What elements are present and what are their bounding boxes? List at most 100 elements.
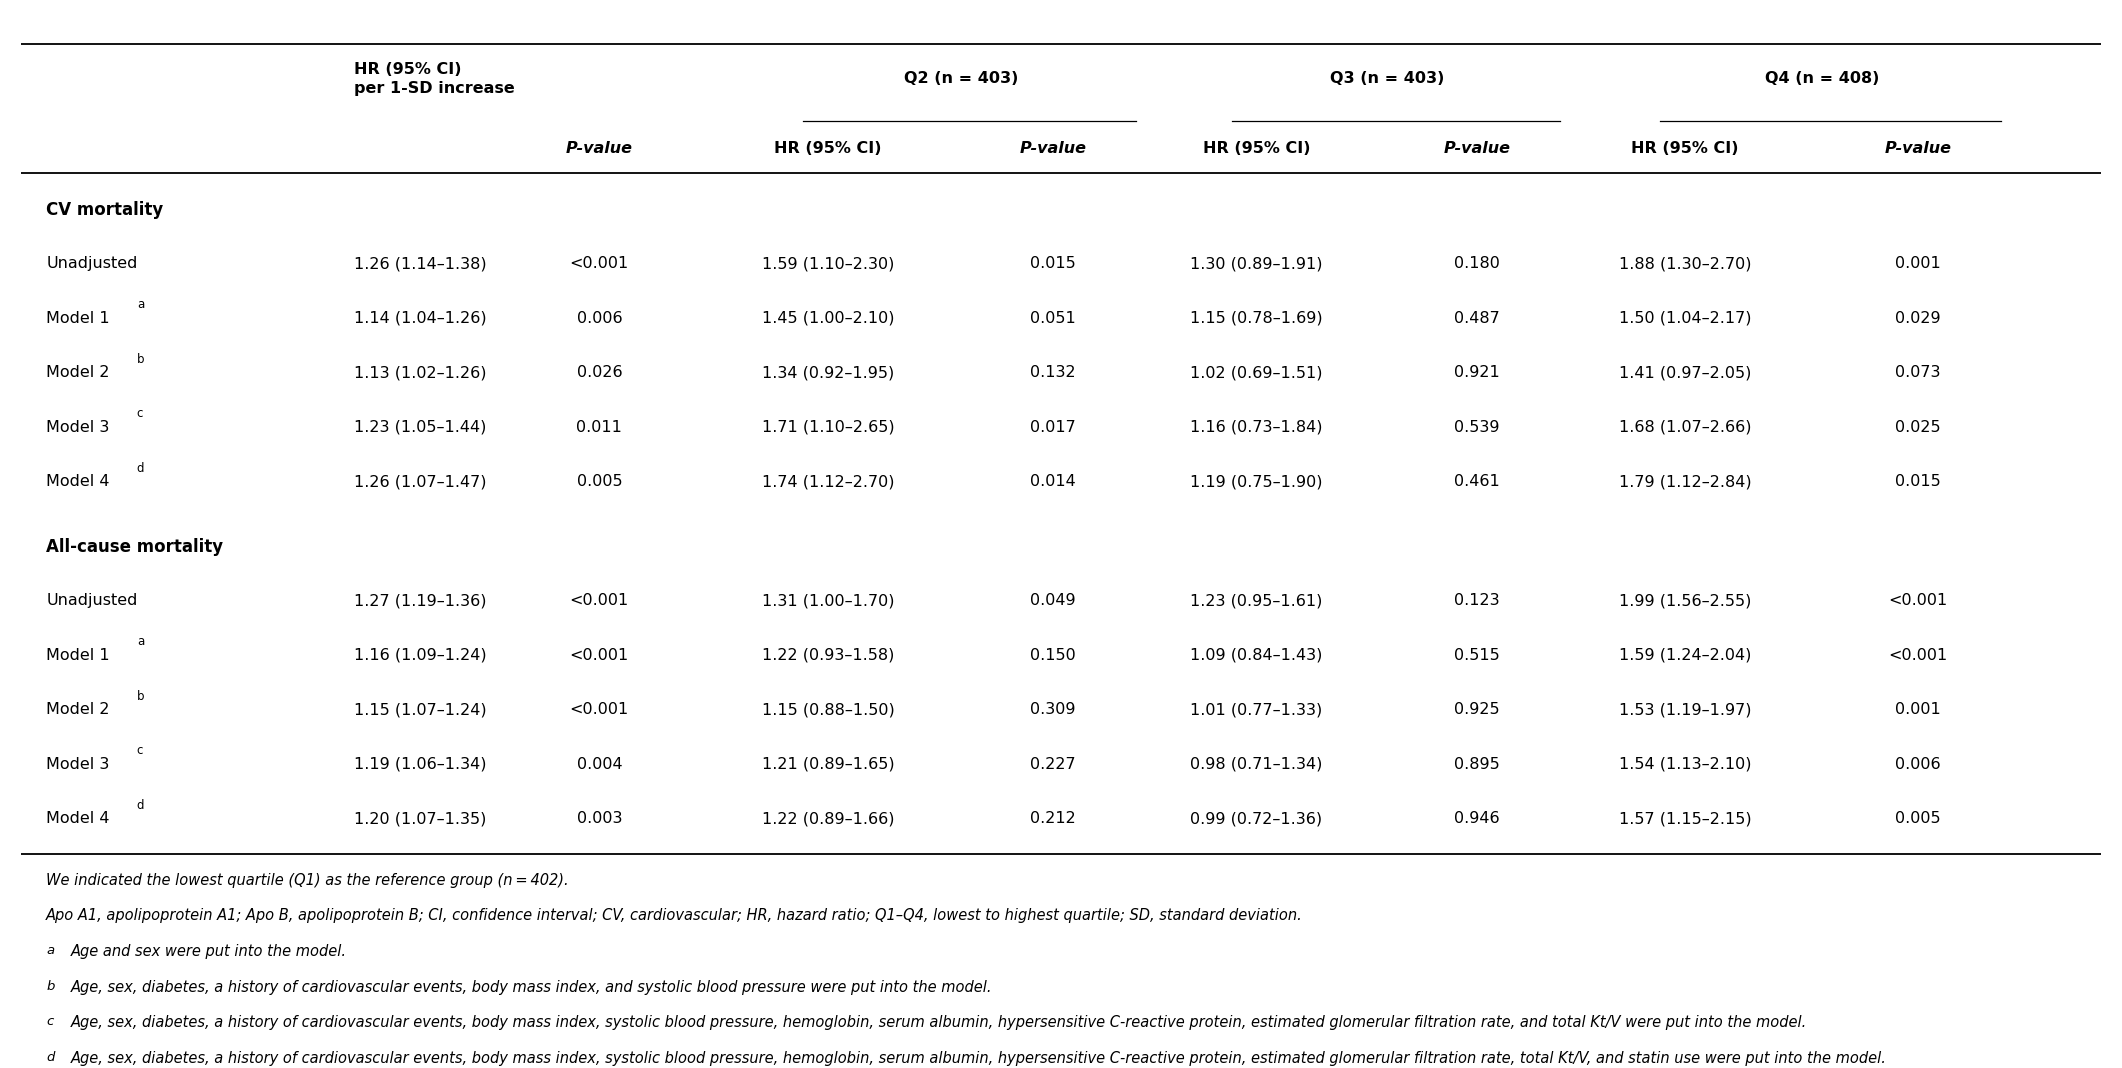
Text: Age, sex, diabetes, a history of cardiovascular events, body mass index, and sys: Age, sex, diabetes, a history of cardiov… [72,979,993,994]
Text: 1.01 (0.77–1.33): 1.01 (0.77–1.33) [1190,703,1322,718]
Text: 1.22 (0.89–1.66): 1.22 (0.89–1.66) [762,812,893,827]
Text: Model 3: Model 3 [47,757,110,772]
Text: 0.006: 0.006 [1895,757,1942,772]
Text: a: a [47,944,55,957]
Text: Unadjusted: Unadjusted [47,594,138,609]
Text: 0.123: 0.123 [1454,594,1500,609]
Text: 1.15 (0.88–1.50): 1.15 (0.88–1.50) [762,703,895,718]
Text: Model 3: Model 3 [47,420,110,435]
Text: 1.68 (1.07–2.66): 1.68 (1.07–2.66) [1619,420,1751,435]
Text: HR (95% CI): HR (95% CI) [1632,141,1738,156]
Text: 1.30 (0.89–1.91): 1.30 (0.89–1.91) [1190,256,1322,271]
Text: 1.21 (0.89–1.65): 1.21 (0.89–1.65) [762,757,893,772]
Text: We indicated the lowest quartile (Q1) as the reference group (n = 402).: We indicated the lowest quartile (Q1) as… [47,873,569,888]
Text: Apo A1, apolipoprotein A1; Apo B, apolipoprotein B; CI, confidence interval; CV,: Apo A1, apolipoprotein A1; Apo B, apolip… [47,909,1303,924]
Text: 0.015: 0.015 [1029,256,1076,271]
Text: 1.74 (1.12–2.70): 1.74 (1.12–2.70) [762,474,893,489]
Text: 1.45 (1.00–2.10): 1.45 (1.00–2.10) [762,311,893,326]
Text: <0.001: <0.001 [569,648,628,663]
Text: Model 1: Model 1 [47,648,110,663]
Text: 0.895: 0.895 [1454,757,1500,772]
Text: 0.150: 0.150 [1029,648,1076,663]
Text: 1.19 (0.75–1.90): 1.19 (0.75–1.90) [1190,474,1322,489]
Text: 0.017: 0.017 [1029,420,1076,435]
Text: 0.227: 0.227 [1029,757,1076,772]
Text: CV mortality: CV mortality [47,201,163,219]
Text: 1.15 (0.78–1.69): 1.15 (0.78–1.69) [1190,311,1322,326]
Text: HR (95% CI): HR (95% CI) [1203,141,1309,156]
Text: Unadjusted: Unadjusted [47,256,138,271]
Text: 0.98 (0.71–1.34): 0.98 (0.71–1.34) [1190,757,1322,772]
Text: 1.14 (1.04–1.26): 1.14 (1.04–1.26) [354,311,486,326]
Text: <0.001: <0.001 [569,703,628,718]
Text: 0.005: 0.005 [577,474,622,489]
Text: Model 4: Model 4 [47,474,110,489]
Text: 0.073: 0.073 [1895,365,1940,380]
Text: 1.99 (1.56–2.55): 1.99 (1.56–2.55) [1619,594,1751,609]
Text: Model 2: Model 2 [47,365,110,380]
Text: c: c [47,1016,53,1028]
Text: 1.22 (0.93–1.58): 1.22 (0.93–1.58) [762,648,893,663]
Text: 0.005: 0.005 [1895,812,1942,827]
Text: 0.212: 0.212 [1029,812,1076,827]
Text: 1.54 (1.13–2.10): 1.54 (1.13–2.10) [1619,757,1751,772]
Text: 0.180: 0.180 [1454,256,1500,271]
Text: 1.23 (1.05–1.44): 1.23 (1.05–1.44) [354,420,486,435]
Text: 1.19 (1.06–1.34): 1.19 (1.06–1.34) [354,757,486,772]
Text: P-value: P-value [1443,141,1511,156]
Text: 1.20 (1.07–1.35): 1.20 (1.07–1.35) [354,812,486,827]
Text: <0.001: <0.001 [1889,594,1948,609]
Text: b: b [136,690,144,703]
Text: Model 2: Model 2 [47,703,110,718]
Text: 0.015: 0.015 [1895,474,1942,489]
Text: 0.029: 0.029 [1895,311,1942,326]
Text: 1.57 (1.15–2.15): 1.57 (1.15–2.15) [1619,812,1751,827]
Text: 1.27 (1.19–1.36): 1.27 (1.19–1.36) [354,594,486,609]
Text: 1.79 (1.12–2.84): 1.79 (1.12–2.84) [1619,474,1751,489]
Text: d: d [136,461,144,474]
Text: Q2 (n = 403): Q2 (n = 403) [904,72,1019,87]
Text: Age, sex, diabetes, a history of cardiovascular events, body mass index, systoli: Age, sex, diabetes, a history of cardiov… [72,1051,1886,1066]
Text: 0.003: 0.003 [577,812,622,827]
Text: d: d [47,1051,55,1064]
Text: Age, sex, diabetes, a history of cardiovascular events, body mass index, systoli: Age, sex, diabetes, a history of cardiov… [72,1016,1808,1031]
Text: 0.515: 0.515 [1454,648,1500,663]
Text: 1.02 (0.69–1.51): 1.02 (0.69–1.51) [1190,365,1322,380]
Text: b: b [136,352,144,365]
Text: P-value: P-value [567,141,632,156]
Text: 0.049: 0.049 [1029,594,1076,609]
Text: 0.99 (0.72–1.36): 0.99 (0.72–1.36) [1190,812,1322,827]
Text: <0.001: <0.001 [569,594,628,609]
Text: 1.88 (1.30–2.70): 1.88 (1.30–2.70) [1619,256,1751,271]
Text: 1.23 (0.95–1.61): 1.23 (0.95–1.61) [1190,594,1322,609]
Text: Model 4: Model 4 [47,812,110,827]
Text: HR (95% CI): HR (95% CI) [775,141,883,156]
Text: 0.001: 0.001 [1895,256,1942,271]
Text: 0.001: 0.001 [1895,703,1942,718]
Text: 0.539: 0.539 [1454,420,1500,435]
Text: 0.946: 0.946 [1454,812,1500,827]
Text: Q3 (n = 403): Q3 (n = 403) [1330,72,1445,87]
Text: 0.461: 0.461 [1454,474,1500,489]
Text: <0.001: <0.001 [569,256,628,271]
Text: 1.16 (1.09–1.24): 1.16 (1.09–1.24) [354,648,486,663]
Text: P-value: P-value [1884,141,1952,156]
Text: a: a [136,635,144,648]
Text: 0.921: 0.921 [1454,365,1500,380]
Text: 1.15 (1.07–1.24): 1.15 (1.07–1.24) [354,703,486,718]
Text: Age and sex were put into the model.: Age and sex were put into the model. [72,944,348,959]
Text: 0.006: 0.006 [577,311,622,326]
Text: 1.41 (0.97–2.05): 1.41 (0.97–2.05) [1619,365,1751,380]
Text: 1.71 (1.10–2.65): 1.71 (1.10–2.65) [762,420,893,435]
Text: 1.16 (0.73–1.84): 1.16 (0.73–1.84) [1190,420,1322,435]
Text: a: a [136,298,144,311]
Text: 1.59 (1.24–2.04): 1.59 (1.24–2.04) [1619,648,1751,663]
Text: 0.004: 0.004 [577,757,622,772]
Text: All-cause mortality: All-cause mortality [47,537,223,555]
Text: 0.925: 0.925 [1454,703,1500,718]
Text: 0.025: 0.025 [1895,420,1942,435]
Text: 0.014: 0.014 [1029,474,1076,489]
Text: 1.26 (1.14–1.38): 1.26 (1.14–1.38) [354,256,486,271]
Text: 1.34 (0.92–1.95): 1.34 (0.92–1.95) [762,365,893,380]
Text: 1.53 (1.19–1.97): 1.53 (1.19–1.97) [1619,703,1751,718]
